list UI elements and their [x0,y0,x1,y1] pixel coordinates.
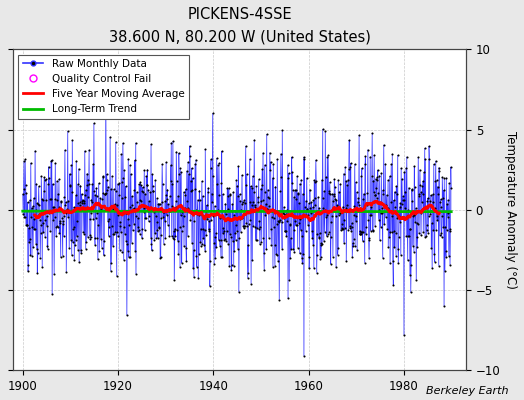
Title: PICKENS-4SSE
38.600 N, 80.200 W (United States): PICKENS-4SSE 38.600 N, 80.200 W (United … [108,7,370,44]
Y-axis label: Temperature Anomaly (°C): Temperature Anomaly (°C) [504,131,517,289]
Text: Berkeley Earth: Berkeley Earth [426,386,508,396]
Legend: Raw Monthly Data, Quality Control Fail, Five Year Moving Average, Long-Term Tren: Raw Monthly Data, Quality Control Fail, … [18,55,189,119]
